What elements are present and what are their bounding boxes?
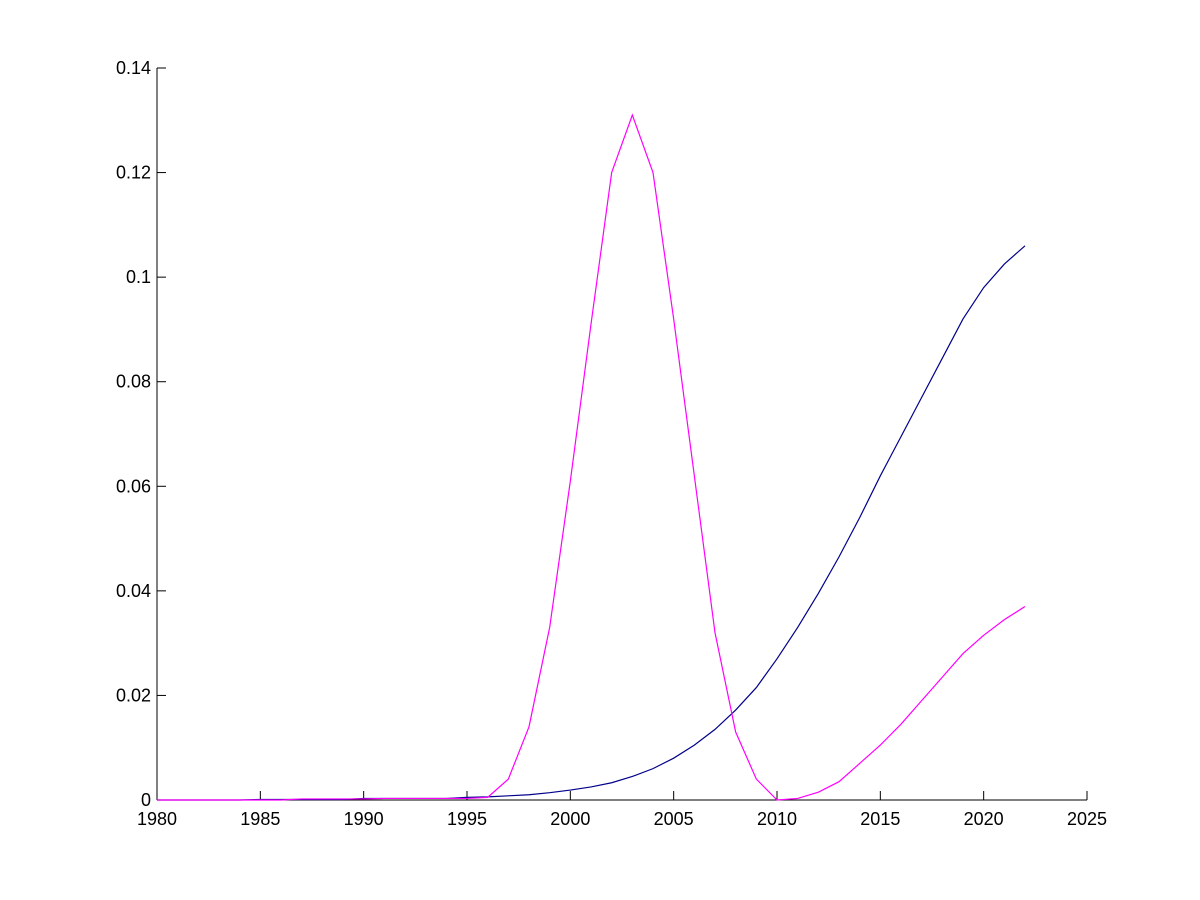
- x-tick-label: 1995: [447, 809, 487, 829]
- x-tick-label: 1985: [240, 809, 280, 829]
- x-tick-label: 2015: [860, 809, 900, 829]
- series-line: [157, 245, 1026, 801]
- y-tick-label: 0.06: [116, 476, 151, 496]
- x-tick-label: 2025: [1067, 809, 1107, 829]
- y-tick-label: 0.02: [116, 685, 151, 705]
- y-tick-label: 0.14: [116, 58, 151, 78]
- x-tick-label: 2020: [964, 809, 1004, 829]
- y-tick-label: 0.08: [116, 372, 151, 392]
- x-tick-label: 2005: [654, 809, 694, 829]
- x-tick-label: 2000: [550, 809, 590, 829]
- x-tick-label: 2010: [757, 809, 797, 829]
- x-tick-label: 1990: [344, 809, 384, 829]
- y-tick-label: 0.04: [116, 581, 151, 601]
- y-tick-label: 0: [141, 790, 151, 810]
- x-tick-label: 1980: [137, 809, 177, 829]
- series-line: [157, 113, 1026, 801]
- y-tick-label: 0.12: [116, 163, 151, 183]
- y-tick-label: 0.1: [126, 267, 151, 287]
